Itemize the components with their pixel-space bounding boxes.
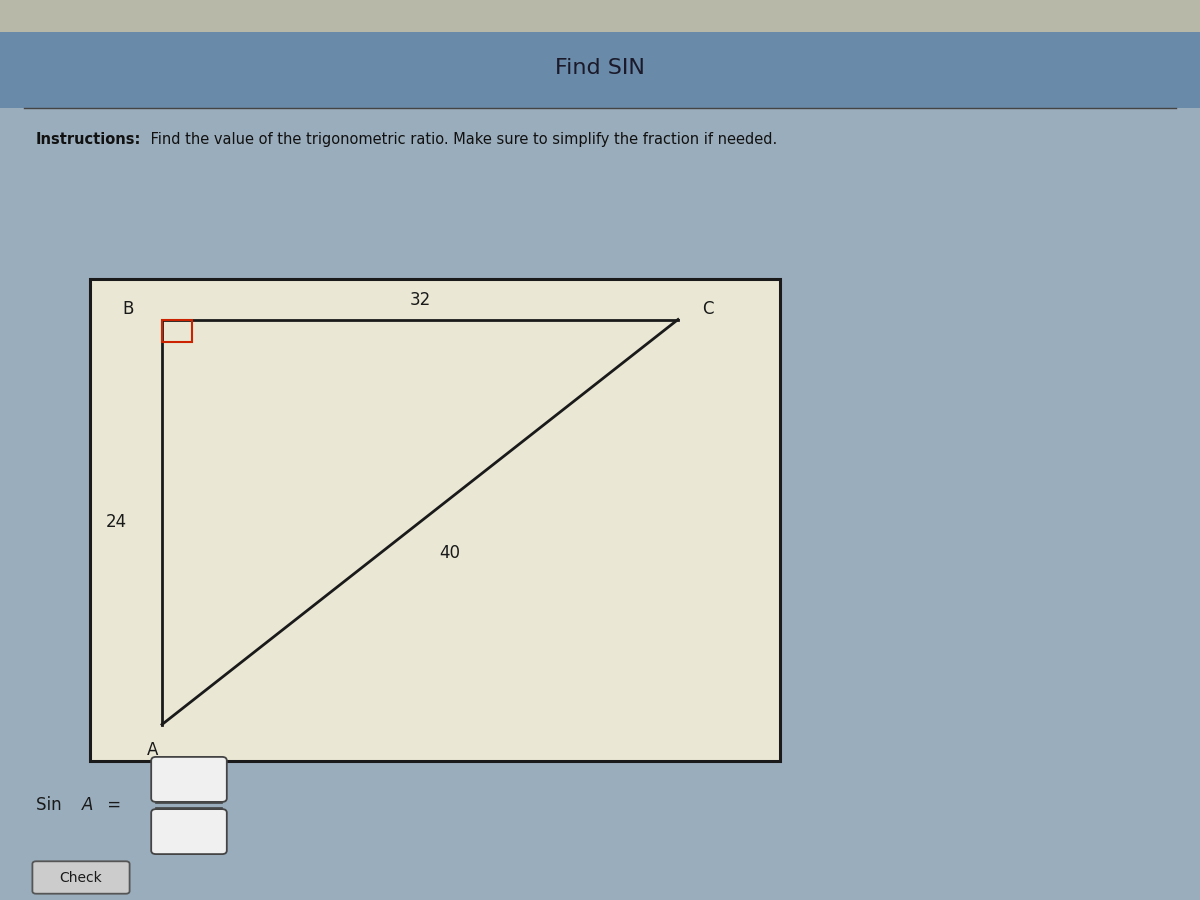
Text: C: C	[702, 300, 714, 318]
FancyBboxPatch shape	[32, 861, 130, 894]
Text: 40: 40	[439, 544, 461, 562]
Bar	[162, 320, 192, 342]
Bar	[0, 0, 1200, 32]
Bar	[0, 0, 1200, 108]
Text: 32: 32	[409, 291, 431, 309]
Text: Check: Check	[60, 870, 102, 885]
Bar	[90, 279, 780, 760]
Text: Find SIN: Find SIN	[556, 58, 644, 77]
Text: A: A	[146, 741, 158, 759]
FancyBboxPatch shape	[151, 809, 227, 854]
Text: 24: 24	[106, 513, 127, 531]
Text: B: B	[122, 300, 134, 318]
Text: Sin: Sin	[36, 796, 67, 814]
Text: =: =	[102, 796, 121, 814]
Text: Instructions:: Instructions:	[36, 132, 142, 147]
Text: Find the value of the trigonometric ratio. Make sure to simplify the fraction if: Find the value of the trigonometric rati…	[146, 132, 778, 147]
Text: A: A	[82, 796, 92, 814]
FancyBboxPatch shape	[151, 757, 227, 802]
